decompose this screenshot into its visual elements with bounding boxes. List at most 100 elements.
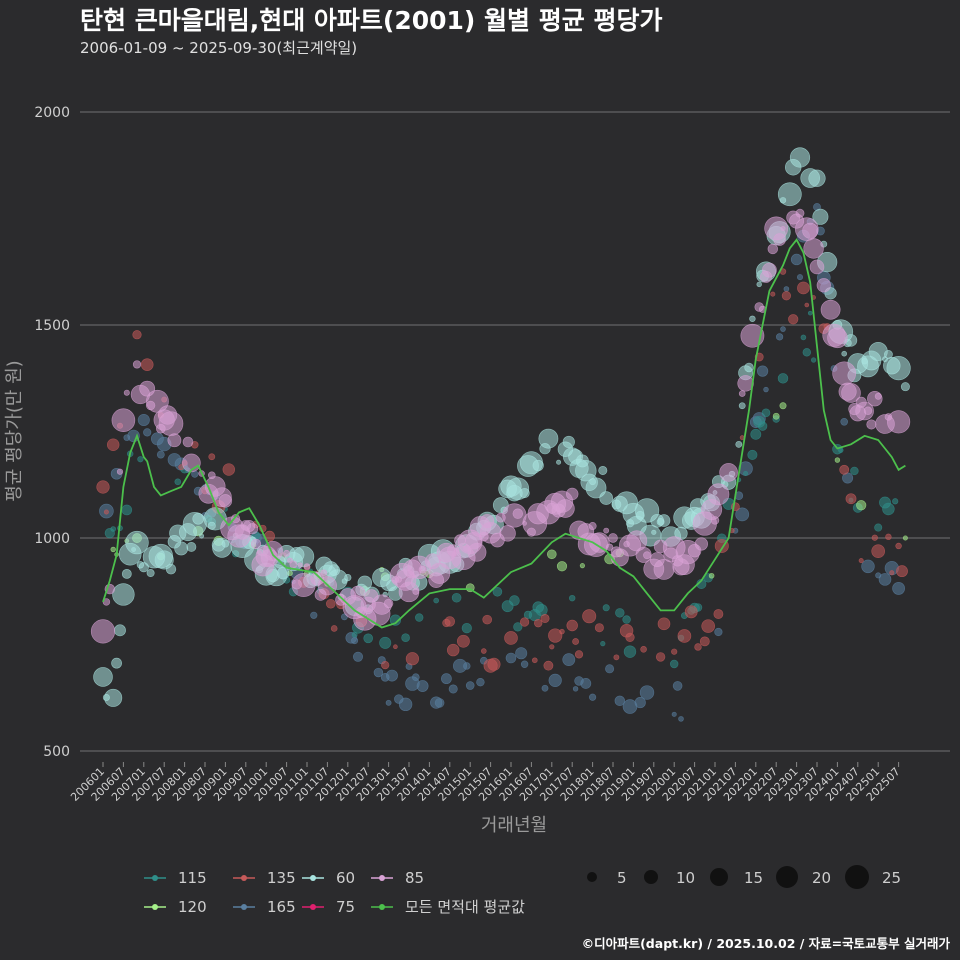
- point-85-58: [297, 562, 303, 568]
- point-120-141: [579, 563, 586, 569]
- point-85-225: [863, 406, 873, 415]
- point-85-25: [182, 436, 194, 448]
- point-120-198: [772, 412, 780, 420]
- point-115-104: [451, 592, 462, 603]
- point-85-176: [694, 537, 709, 551]
- y-tick-label-500: 500: [43, 744, 70, 760]
- y-tick-label-2000: 2000: [34, 105, 70, 121]
- size-legend: 5 10 15 20 25: [587, 865, 901, 889]
- point-115-22: [174, 478, 182, 486]
- x-axis-ticks: 2006012006072007012007072008012008072009…: [68, 762, 903, 804]
- point-115-208: [807, 310, 813, 316]
- point-60-193: [756, 281, 762, 288]
- point-165-168: [671, 711, 677, 717]
- point-115-152: [615, 608, 625, 618]
- point-135-133: [548, 628, 563, 643]
- point-135-203: [788, 314, 799, 325]
- point-135-139: [572, 638, 579, 645]
- chart-subtitle: 2006-01-09 ~ 2025-09-30(최근계약일): [80, 39, 357, 57]
- point-115-192: [750, 428, 762, 440]
- point-60-205: [789, 147, 811, 168]
- point-115-11: [137, 456, 144, 463]
- point-165-123: [515, 647, 528, 660]
- point-135-177: [699, 636, 710, 647]
- point-165-234: [892, 582, 905, 595]
- point-135-231: [885, 533, 892, 541]
- point-115-168: [669, 659, 679, 669]
- point-135-143: [582, 609, 597, 624]
- point-85-196: [762, 262, 777, 278]
- point-165-218: [840, 417, 849, 426]
- point-60-187: [735, 440, 743, 448]
- point-115-78: [363, 633, 374, 644]
- point-115-86: [389, 614, 402, 626]
- legend-dot-135: [241, 875, 247, 881]
- point-60-202: [777, 182, 802, 207]
- point-60-3: [104, 688, 123, 707]
- size-legend-label-5: 5: [617, 869, 627, 887]
- legend-dot-모든 면적대 평균값: [379, 904, 385, 910]
- point-60-5: [114, 624, 126, 637]
- point-115-121: [509, 595, 520, 606]
- point-60-35: [212, 538, 232, 558]
- point-60-7: [121, 568, 132, 579]
- point-115-98: [433, 597, 440, 604]
- point-115-116: [492, 586, 503, 597]
- point-135-102: [444, 616, 455, 627]
- point-85-208: [802, 222, 819, 239]
- legend-label-115: 115: [178, 869, 207, 887]
- point-135-165: [657, 617, 671, 631]
- point-60-77: [357, 575, 372, 591]
- point-60-162: [651, 529, 657, 535]
- point-165-230: [878, 573, 892, 586]
- point-85-210: [809, 259, 825, 275]
- point-85-110: [467, 542, 487, 562]
- legend-dot-120: [152, 904, 158, 910]
- legend-dot-165: [241, 904, 247, 910]
- point-165-160: [639, 685, 655, 700]
- point-120-3: [110, 546, 116, 553]
- point-135-178: [701, 619, 716, 633]
- point-165-130: [541, 684, 549, 692]
- point-85-148: [603, 527, 610, 534]
- point-115-231: [882, 502, 895, 516]
- point-165-194: [756, 365, 769, 377]
- point-165-201: [783, 286, 790, 292]
- y-tick-label-1500: 1500: [34, 318, 70, 334]
- point-85-181: [707, 483, 730, 506]
- point-115-154: [622, 615, 631, 624]
- point-85-189: [737, 375, 754, 392]
- point-85-136: [556, 499, 575, 518]
- point-165-149: [605, 664, 615, 674]
- point-85-216: [827, 327, 848, 349]
- point-85-160: [643, 551, 651, 560]
- point-85-21: [167, 433, 182, 448]
- point-60-131: [538, 428, 559, 449]
- point-115-93: [415, 613, 424, 622]
- y-axis-ticks: 500 1000 1500 2000: [34, 105, 70, 760]
- point-115-200: [777, 373, 789, 384]
- point-135-168: [671, 648, 678, 655]
- point-85-50: [262, 540, 283, 561]
- point-135-138: [566, 619, 578, 632]
- point-135-235: [896, 565, 908, 578]
- point-165-89: [398, 697, 413, 712]
- point-135-197: [770, 291, 776, 297]
- point-85-20: [158, 411, 184, 436]
- point-60-145: [585, 477, 607, 499]
- point-115-191: [747, 449, 758, 460]
- point-120-132: [546, 549, 557, 560]
- point-135-68: [330, 625, 338, 632]
- point-135-103: [447, 643, 460, 657]
- point-85-138: [565, 487, 579, 501]
- legend-dot-115: [152, 875, 158, 881]
- grid-lines: [80, 111, 950, 752]
- point-135-0: [96, 480, 110, 494]
- point-135-106: [456, 634, 470, 648]
- point-85-220: [841, 383, 861, 403]
- point-165-17: [156, 450, 165, 459]
- point-165-170: [678, 716, 684, 722]
- point-60-0: [93, 667, 113, 687]
- point-120-179: [708, 572, 715, 579]
- point-135-218: [839, 464, 850, 475]
